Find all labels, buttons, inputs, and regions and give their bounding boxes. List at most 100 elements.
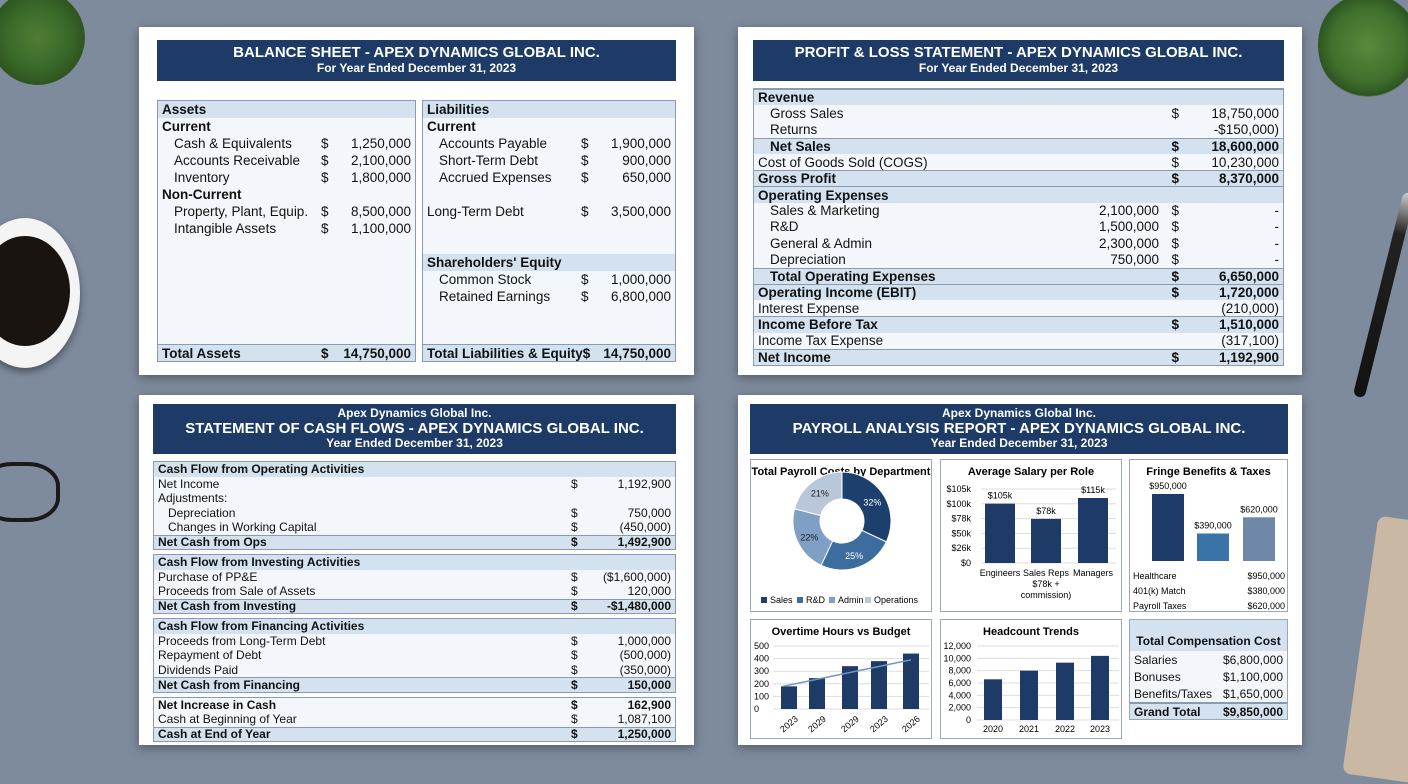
row-value: (450,000) bbox=[619, 520, 671, 535]
cash-flow-section: Cash Flow from Operating Activities Net I… bbox=[153, 461, 676, 550]
table-row: Retained Earnings $6,800,000 bbox=[423, 288, 675, 305]
spacer-row bbox=[423, 186, 675, 203]
fringe-item-label: Payroll Taxes bbox=[1133, 601, 1187, 611]
row-label: Sales & Marketing bbox=[770, 203, 880, 219]
payroll-company: Apex Dynamics Global Inc. bbox=[941, 406, 1097, 421]
currency-symbol: $ bbox=[571, 584, 578, 599]
slice-label: 25% bbox=[845, 551, 863, 561]
overtime-bar bbox=[842, 666, 858, 709]
table-row: Net Cash from Ops $1,492,900 bbox=[154, 534, 675, 549]
row-label: Cash Flow from Operating Activities bbox=[158, 462, 365, 477]
y-tick-label: 2,000 bbox=[948, 703, 971, 713]
x-tick-label: 2020 bbox=[983, 724, 1003, 734]
liabilities-table: Liabilities Current Accounts Payable $1,900… bbox=[422, 100, 676, 362]
row-value: $6,800,000 bbox=[1222, 652, 1283, 667]
chart-title: Overtime Hours vs Budget bbox=[772, 626, 911, 638]
row-label: Net Sales bbox=[770, 138, 831, 154]
currency-symbol: $ bbox=[571, 505, 578, 520]
row-label: Net Income bbox=[158, 476, 220, 491]
y-tick-label: 400 bbox=[754, 654, 769, 664]
table-row: Property, Plant, Equip. $8,500,000 bbox=[158, 203, 415, 220]
y-tick-label: 8,000 bbox=[948, 666, 971, 676]
donut-slice bbox=[820, 529, 888, 571]
row-value: 900,000 bbox=[622, 153, 671, 168]
salary-bar bbox=[1078, 498, 1108, 563]
row-label: Net Cash from Investing bbox=[158, 599, 297, 614]
row-label: Accounts Payable bbox=[439, 136, 548, 151]
table-row: Total Liabilities & Equity $14,750,000 bbox=[423, 344, 675, 361]
row-detail-value: 750,000 bbox=[1110, 251, 1159, 267]
y-tick-label: 4,000 bbox=[948, 690, 971, 700]
table-row: Cash Flow from Operating Activities bbox=[154, 462, 675, 477]
overtime-bar bbox=[871, 661, 887, 709]
balance-sheet-subtitle: For Year Ended December 31, 2023 bbox=[316, 61, 517, 76]
table-row: Cash at Beginning of Year $1,087,100 bbox=[154, 712, 675, 727]
currency-symbol: $ bbox=[571, 520, 578, 535]
payroll-title: PAYROLL ANALYSIS REPORT - APEX DYNAMICS … bbox=[792, 419, 1246, 437]
cash-flows-company: Apex Dynamics Global Inc. bbox=[337, 406, 492, 421]
y-tick-label: $78k bbox=[951, 514, 971, 524]
table-row: Short-Term Debt $900,000 bbox=[423, 152, 675, 169]
currency-symbol: $ bbox=[1171, 105, 1179, 121]
row-value: 18,750,000 bbox=[1211, 105, 1279, 121]
row-label: Operating Expenses bbox=[758, 187, 889, 203]
currency-symbol: $ bbox=[1171, 251, 1179, 267]
row-label: Interest Expense bbox=[758, 300, 860, 316]
fringe-item-value: $380,000 bbox=[1247, 586, 1285, 596]
pen-icon bbox=[1352, 191, 1408, 399]
chart-title: Fringe Benefits & Taxes bbox=[1146, 466, 1271, 478]
row-label: Purchase of PP&E bbox=[158, 569, 258, 584]
headcount-bar bbox=[1091, 655, 1109, 720]
fringe-item-value: $620,000 bbox=[1247, 601, 1285, 611]
row-label: Repayment of Debt bbox=[158, 648, 262, 663]
currency-symbol: $ bbox=[321, 136, 329, 151]
currency-symbol: $ bbox=[321, 345, 329, 361]
row-label: Accounts Receivable bbox=[174, 153, 301, 168]
row-value: 1,250,000 bbox=[350, 136, 411, 151]
total-comp-row: Benefits/Taxes $1,650,000 bbox=[1130, 685, 1287, 702]
table-row: Income Before Tax $1,510,000 bbox=[754, 316, 1283, 333]
x-tick-label: 2023 bbox=[868, 714, 890, 735]
table-row: Long-Term Debt $3,500,000 bbox=[423, 203, 675, 220]
table-row: Dividends Paid $ (350,000) bbox=[154, 663, 675, 678]
row-label: Salaries bbox=[1134, 652, 1178, 667]
row-value: 1,250,000 bbox=[617, 727, 671, 742]
notepad-decoration bbox=[1342, 515, 1408, 784]
bar-data-label: $950,000 bbox=[1149, 481, 1187, 491]
currency-symbol: $ bbox=[321, 221, 329, 236]
y-tick-label: 0 bbox=[966, 715, 971, 725]
x-tick-label: 2026 bbox=[900, 714, 922, 735]
spacer-row bbox=[423, 220, 675, 237]
row-label: Adjustments: bbox=[158, 491, 228, 506]
row-value: $1,650,000 bbox=[1222, 686, 1283, 701]
table-row: Net Cash from Financing $150,000 bbox=[154, 677, 675, 692]
x-category-label: Engineers bbox=[980, 568, 1021, 578]
row-label: Gross Profit bbox=[758, 171, 837, 187]
table-row: Revenue bbox=[754, 89, 1283, 106]
row-value: 18,600,000 bbox=[1211, 138, 1279, 154]
table-row: Repayment of Debt $ (500,000) bbox=[154, 648, 675, 663]
currency-symbol: $ bbox=[581, 136, 589, 151]
y-tick-label: 10,000 bbox=[943, 653, 971, 663]
payroll-header: Apex Dynamics Global Inc. PAYROLL ANALYS… bbox=[750, 404, 1288, 454]
table-row: Interest Expense (210,000) bbox=[754, 300, 1283, 316]
row-label: Short-Term Debt bbox=[439, 153, 539, 168]
currency-symbol: $ bbox=[1171, 154, 1179, 170]
row-label: Shareholders' Equity bbox=[427, 255, 562, 270]
y-tick-label: $105k bbox=[946, 484, 971, 494]
row-value: 750,000 bbox=[627, 505, 671, 520]
total-comp-row: Bonuses $1,100,000 bbox=[1130, 668, 1287, 685]
slice-label: 21% bbox=[811, 489, 829, 499]
row-label: Total Assets bbox=[162, 345, 241, 361]
row-label: Benefits/Taxes bbox=[1134, 686, 1213, 701]
cash-flow-section: Cash Flow from Investing Activities Purch… bbox=[153, 554, 676, 614]
x-tick-label: 2021 bbox=[1019, 724, 1039, 734]
table-row: Depreciation $750,000 bbox=[154, 506, 675, 521]
salary-bar bbox=[985, 503, 1015, 563]
row-label: Operating Income (EBIT) bbox=[758, 284, 917, 300]
slice-label: 32% bbox=[863, 498, 881, 508]
currency-symbol: $ bbox=[1171, 317, 1179, 333]
legend-label: Sales bbox=[770, 595, 793, 605]
fringe-item-value: $950,000 bbox=[1247, 571, 1285, 581]
total-comp-grand-total: Grand Total $9,850,000 bbox=[1130, 702, 1287, 719]
